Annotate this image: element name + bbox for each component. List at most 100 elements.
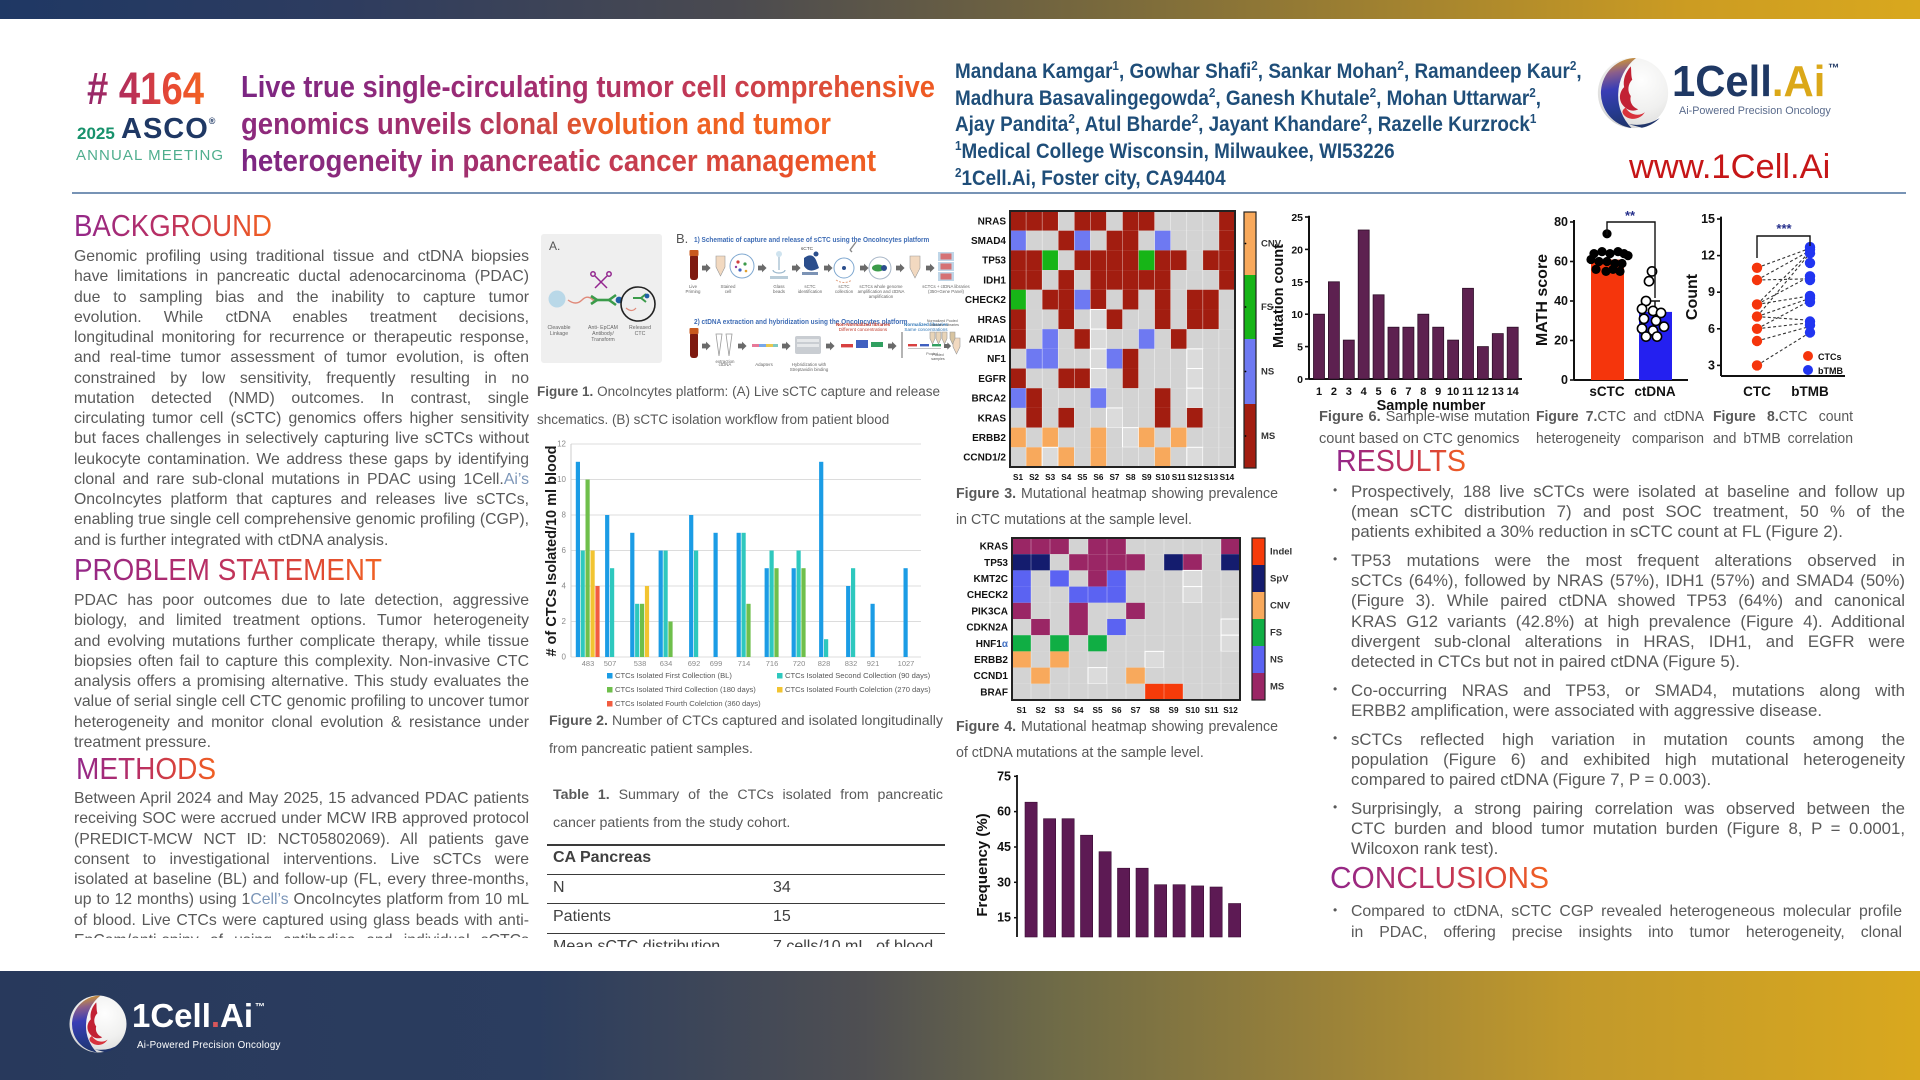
svg-text:Normalized: Normalized <box>927 319 945 323</box>
svg-text:10: 10 <box>557 475 566 484</box>
svg-text:45: 45 <box>997 840 1011 854</box>
svg-text:# of CTCs Isolated/10 ml blood: # of CTCs Isolated/10 ml blood <box>544 445 560 656</box>
svg-text:Live: Live <box>689 284 698 289</box>
svg-text:2: 2 <box>1331 386 1337 398</box>
svg-text:S11: S11 <box>1204 706 1219 715</box>
svg-text:692: 692 <box>688 659 701 668</box>
svg-text:20: 20 <box>1554 334 1568 348</box>
svg-text:0: 0 <box>1561 373 1568 387</box>
svg-text:6: 6 <box>1390 386 1396 398</box>
svg-text:CTCs Isolated Fourth Colelctio: CTCs Isolated Fourth Colelction (270 day… <box>785 685 931 694</box>
svg-text:S1: S1 <box>1016 706 1026 715</box>
svg-text:S8: S8 <box>1126 473 1136 482</box>
svg-text:11: 11 <box>1462 386 1474 398</box>
svg-text:6: 6 <box>1708 322 1715 336</box>
svg-text:amplification and ctDNA: amplification and ctDNA <box>858 289 905 294</box>
svg-text:15: 15 <box>1701 212 1715 226</box>
svg-text:PIK3CA: PIK3CA <box>971 606 1008 617</box>
svg-text:sCTC: sCTC <box>838 284 849 289</box>
svg-text:extraction: extraction <box>715 359 735 364</box>
svg-text:Pooled: Pooled <box>926 352 938 356</box>
svg-text:Cleavable: Cleavable <box>547 325 570 331</box>
svg-text:13: 13 <box>1492 386 1504 398</box>
svg-text:(350+Gene Panel): (350+Gene Panel) <box>928 289 965 294</box>
svg-text:4: 4 <box>1361 386 1368 398</box>
svg-text:CTC: CTC <box>635 331 646 337</box>
svg-text:Libraries: Libraries <box>945 323 959 327</box>
svg-text:identification: identification <box>798 289 823 294</box>
svg-text:Stained: Stained <box>721 284 736 289</box>
svg-text:60: 60 <box>1554 255 1568 269</box>
svg-text:beads: beads <box>773 289 786 294</box>
svg-text:S9: S9 <box>1168 706 1178 715</box>
svg-text:25: 25 <box>1291 212 1303 224</box>
svg-text:CTCs Isolated Fourth Colelctio: CTCs Isolated Fourth Colelction (360 day… <box>615 699 761 708</box>
svg-text:BRAF: BRAF <box>980 687 1008 698</box>
svg-text:Pooled: Pooled <box>932 353 943 357</box>
svg-text:828: 828 <box>818 659 831 668</box>
svg-text:EGFR: EGFR <box>978 374 1007 385</box>
svg-text:CHECK2: CHECK2 <box>967 590 1009 601</box>
svg-text:S7: S7 <box>1130 706 1140 715</box>
svg-text:CNV: CNV <box>1270 601 1291 612</box>
svg-text:ARID1A: ARID1A <box>969 335 1006 346</box>
svg-text:14: 14 <box>1507 386 1520 398</box>
svg-text:S6: S6 <box>1111 706 1121 715</box>
svg-text:CTCs: CTCs <box>1818 352 1842 362</box>
svg-text:sCTC: sCTC <box>801 246 814 252</box>
svg-text:S13: S13 <box>1204 473 1219 482</box>
svg-text:BRCA2: BRCA2 <box>972 394 1007 405</box>
svg-text:832: 832 <box>845 659 858 668</box>
svg-text:Mutation count: Mutation count <box>1271 244 1287 348</box>
svg-text:***: *** <box>1776 221 1792 236</box>
svg-text:S2: S2 <box>1029 473 1039 482</box>
svg-text:5: 5 <box>1376 386 1382 398</box>
svg-text:Linkage: Linkage <box>550 331 568 337</box>
svg-text:12: 12 <box>557 440 566 449</box>
svg-text:15: 15 <box>997 911 1011 925</box>
svg-text:KMT2C: KMT2C <box>974 574 1008 585</box>
svg-text:20: 20 <box>1291 244 1303 256</box>
svg-text:NS: NS <box>1270 655 1283 666</box>
svg-text:0: 0 <box>1297 374 1303 386</box>
svg-text:1027: 1027 <box>898 659 915 668</box>
svg-text:5: 5 <box>1297 342 1303 354</box>
svg-text:sCTC: sCTC <box>804 284 815 289</box>
svg-text:Streptavidin binding: Streptavidin binding <box>790 367 829 372</box>
svg-text:80: 80 <box>1554 215 1568 229</box>
svg-text:10: 10 <box>1447 386 1459 398</box>
svg-text:921: 921 <box>867 659 880 668</box>
svg-text:Indel: Indel <box>1270 547 1292 558</box>
svg-text:KRAS: KRAS <box>978 413 1007 424</box>
svg-text:NS: NS <box>1261 367 1274 378</box>
svg-text:Same concentrations: Same concentrations <box>904 327 948 332</box>
svg-text:MS: MS <box>1261 431 1275 442</box>
svg-text:Antibody/: Antibody/ <box>592 331 614 337</box>
svg-text:714: 714 <box>738 659 751 668</box>
svg-text:S6: S6 <box>1093 473 1103 482</box>
svg-text:Anti- EpCAM: Anti- EpCAM <box>588 325 618 331</box>
svg-text:483: 483 <box>582 659 595 668</box>
svg-text:IDH1: IDH1 <box>983 275 1006 286</box>
svg-text:CNV: CNV <box>1261 239 1282 250</box>
svg-text:538: 538 <box>634 659 647 668</box>
svg-text:716: 716 <box>766 659 779 668</box>
svg-text:sCTCs + ctDNA libraries: sCTCs + ctDNA libraries <box>922 284 970 289</box>
svg-text:S1: S1 <box>1013 473 1023 482</box>
svg-text:8: 8 <box>1420 386 1426 398</box>
svg-text:Hybridization with: Hybridization with <box>792 362 827 367</box>
svg-text:S12: S12 <box>1223 706 1238 715</box>
svg-text:8: 8 <box>562 511 567 520</box>
svg-text:amplification: amplification <box>869 294 894 299</box>
svg-text:collection: collection <box>835 289 854 294</box>
svg-text:HRAS: HRAS <box>978 315 1007 326</box>
svg-text:FS: FS <box>1261 302 1273 313</box>
svg-text:0: 0 <box>562 653 567 662</box>
svg-text:ctDNA: ctDNA <box>719 362 732 367</box>
svg-text:12: 12 <box>1477 386 1489 398</box>
svg-text:S9: S9 <box>1142 473 1152 482</box>
svg-text:Frequency (%): Frequency (%) <box>974 813 991 916</box>
svg-text:12: 12 <box>1701 249 1715 263</box>
svg-text:cell: cell <box>725 289 732 294</box>
svg-text:Transform: Transform <box>591 337 614 343</box>
